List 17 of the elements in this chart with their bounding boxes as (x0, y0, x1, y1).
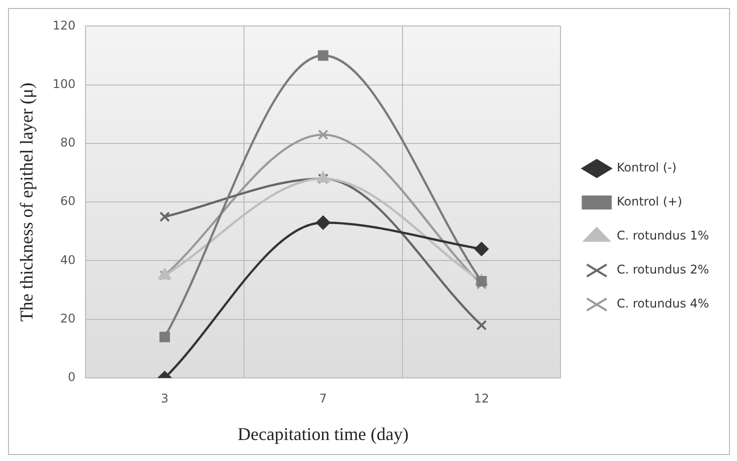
legend-label: C. rotundus 2% (616, 262, 710, 277)
y-tick-label: 0 (68, 370, 76, 384)
y-tick-label: 40 (60, 252, 76, 267)
legend-label: C. rotundus 4% (616, 296, 710, 311)
y-tick-label: 120 (52, 18, 76, 32)
legend-label: Kontrol (-) (616, 160, 677, 175)
y-tick-label: 80 (60, 136, 76, 150)
x-tick-label: 3 (160, 391, 169, 406)
legend-label: C. rotundus 1% (616, 228, 710, 243)
y-tick-label: 60 (60, 194, 76, 208)
y-tick-label: 100 (52, 76, 76, 91)
y-tick-label: 20 (60, 311, 76, 326)
x-tick-label: 12 (474, 391, 490, 406)
legend-label: Kontrol (+) (616, 194, 682, 209)
x-axis-title: Decapitation time (day) (238, 424, 409, 444)
y-axis-title: The thickness of epithel layer (μ) (16, 82, 37, 322)
x-tick-label: 7 (319, 391, 327, 406)
